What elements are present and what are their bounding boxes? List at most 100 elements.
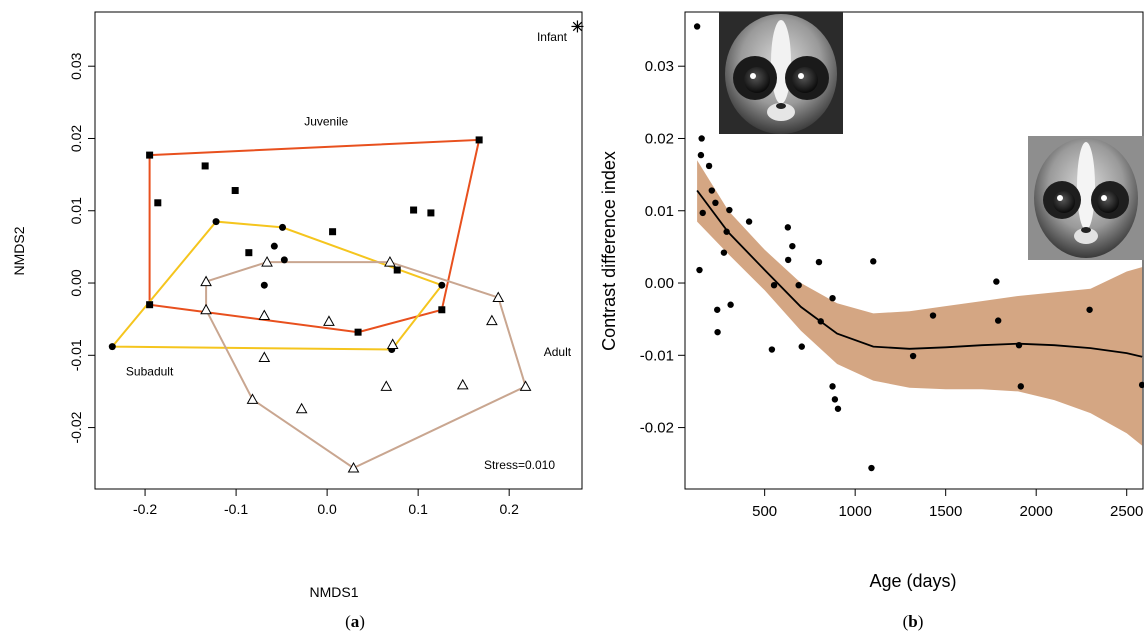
data-point xyxy=(696,266,703,274)
point-juvenile xyxy=(245,249,253,257)
point-juvenile xyxy=(146,301,154,309)
x-tick-label-a: 0.1 xyxy=(408,501,428,517)
point-adult xyxy=(261,256,273,267)
data-point xyxy=(714,328,721,336)
point-juvenile xyxy=(154,199,162,207)
point-adult xyxy=(519,380,532,391)
data-point xyxy=(727,301,734,308)
data-point xyxy=(726,206,733,214)
data-point xyxy=(698,135,705,142)
point-juvenile xyxy=(146,151,154,159)
point-adult xyxy=(456,378,469,390)
data-point xyxy=(699,209,706,217)
data-point xyxy=(1086,306,1093,313)
data-point xyxy=(1015,341,1023,349)
y-tick-label-a: -0.02 xyxy=(68,411,84,443)
y-tick-label-b: 0.01 xyxy=(645,203,674,220)
y-tick-label-b: 0.02 xyxy=(645,130,674,147)
data-point xyxy=(834,405,842,412)
point-subadult xyxy=(270,242,278,250)
data-point xyxy=(909,352,917,360)
x-axis-label-a: NMDS1 xyxy=(309,584,358,600)
x-axis-label-b: Age (days) xyxy=(869,571,956,591)
data-point xyxy=(868,464,875,472)
point-subadult xyxy=(108,343,116,351)
data-point xyxy=(708,187,715,194)
point-adult xyxy=(200,303,212,315)
y-tick-label-b: -0.02 xyxy=(640,420,674,437)
smooth-line xyxy=(696,189,1143,358)
data-point xyxy=(693,23,701,30)
data-point xyxy=(720,249,728,256)
data-point xyxy=(697,151,705,159)
y-tick-label-b: 0.00 xyxy=(645,275,674,292)
caption-a: (a) xyxy=(345,612,365,631)
x-tick-label-b: 2000 xyxy=(1020,503,1053,520)
point-juvenile xyxy=(475,136,483,144)
point-adult xyxy=(200,275,212,287)
data-point xyxy=(705,162,713,170)
x-tick-label-b: 1500 xyxy=(929,503,962,520)
x-tick-label-a: 0.2 xyxy=(499,501,519,517)
hull-juvenile xyxy=(148,138,481,334)
plot-frame-a xyxy=(94,11,583,490)
stress-annotation: Stress=0.010 xyxy=(484,458,555,472)
data-point xyxy=(745,218,753,225)
data-point xyxy=(870,258,877,265)
x-tick-label-a: -0.2 xyxy=(133,501,157,517)
data-point xyxy=(817,318,824,325)
point-subadult xyxy=(212,218,220,226)
point-subadult xyxy=(280,256,288,264)
point-subadult xyxy=(438,281,446,289)
data-point xyxy=(1017,383,1025,390)
data-point xyxy=(831,396,839,403)
point-adult xyxy=(384,256,396,267)
data-point xyxy=(829,383,836,390)
y-tick-label-b: 0.03 xyxy=(645,58,674,75)
point-adult xyxy=(347,462,360,473)
y-tick-label-a: -0.01 xyxy=(68,339,84,371)
point-juvenile xyxy=(201,162,209,170)
x-tick-label-b: 2500 xyxy=(1110,503,1143,520)
point-adult xyxy=(380,380,393,391)
data-point xyxy=(929,312,937,319)
data-point xyxy=(798,343,805,350)
group-label-juvenile: Juvenile xyxy=(304,114,348,128)
x-tick-label-a: -0.1 xyxy=(224,501,248,517)
point-juvenile xyxy=(354,328,362,336)
data-point xyxy=(784,256,792,264)
x-tick-label-b: 1000 xyxy=(838,503,871,520)
point-adult xyxy=(492,291,505,302)
data-point xyxy=(723,228,730,235)
point-infant xyxy=(571,20,584,33)
point-juvenile xyxy=(410,206,418,214)
data-point xyxy=(768,346,776,353)
data-point xyxy=(795,281,802,289)
x-tick-label-b: 500 xyxy=(752,503,777,520)
point-adult xyxy=(246,393,259,404)
y-tick-label-a: 0.02 xyxy=(68,125,84,152)
point-juvenile xyxy=(427,209,435,217)
data-point xyxy=(770,281,778,289)
data-point xyxy=(789,242,796,250)
data-point xyxy=(784,224,792,231)
data-point xyxy=(993,278,1000,285)
point-adult xyxy=(295,402,308,414)
nmds-panel: -0.2 -0.1 0.0 0.1 0.2 -0.02 -0.01 0.00 0.01 0.02 0… xyxy=(11,11,584,600)
point-adult xyxy=(258,351,271,362)
y-tick-label-b: -0.01 xyxy=(640,347,674,364)
adult-loris-photo xyxy=(1028,136,1144,260)
point-juvenile xyxy=(438,306,446,314)
confidence-band xyxy=(697,160,1143,446)
point-adult xyxy=(323,315,335,326)
data-point xyxy=(712,199,719,206)
data-point xyxy=(714,306,721,313)
x-tick-label-a: 0.0 xyxy=(317,501,337,517)
y-tick-label-a: 0.03 xyxy=(68,52,84,79)
data-point xyxy=(829,295,836,302)
point-juvenile xyxy=(329,228,337,236)
point-adult xyxy=(386,338,399,349)
juvenile-loris-photo xyxy=(719,12,843,134)
data-point xyxy=(994,317,1002,324)
y-axis-label-b: Contrast difference index xyxy=(599,151,619,351)
